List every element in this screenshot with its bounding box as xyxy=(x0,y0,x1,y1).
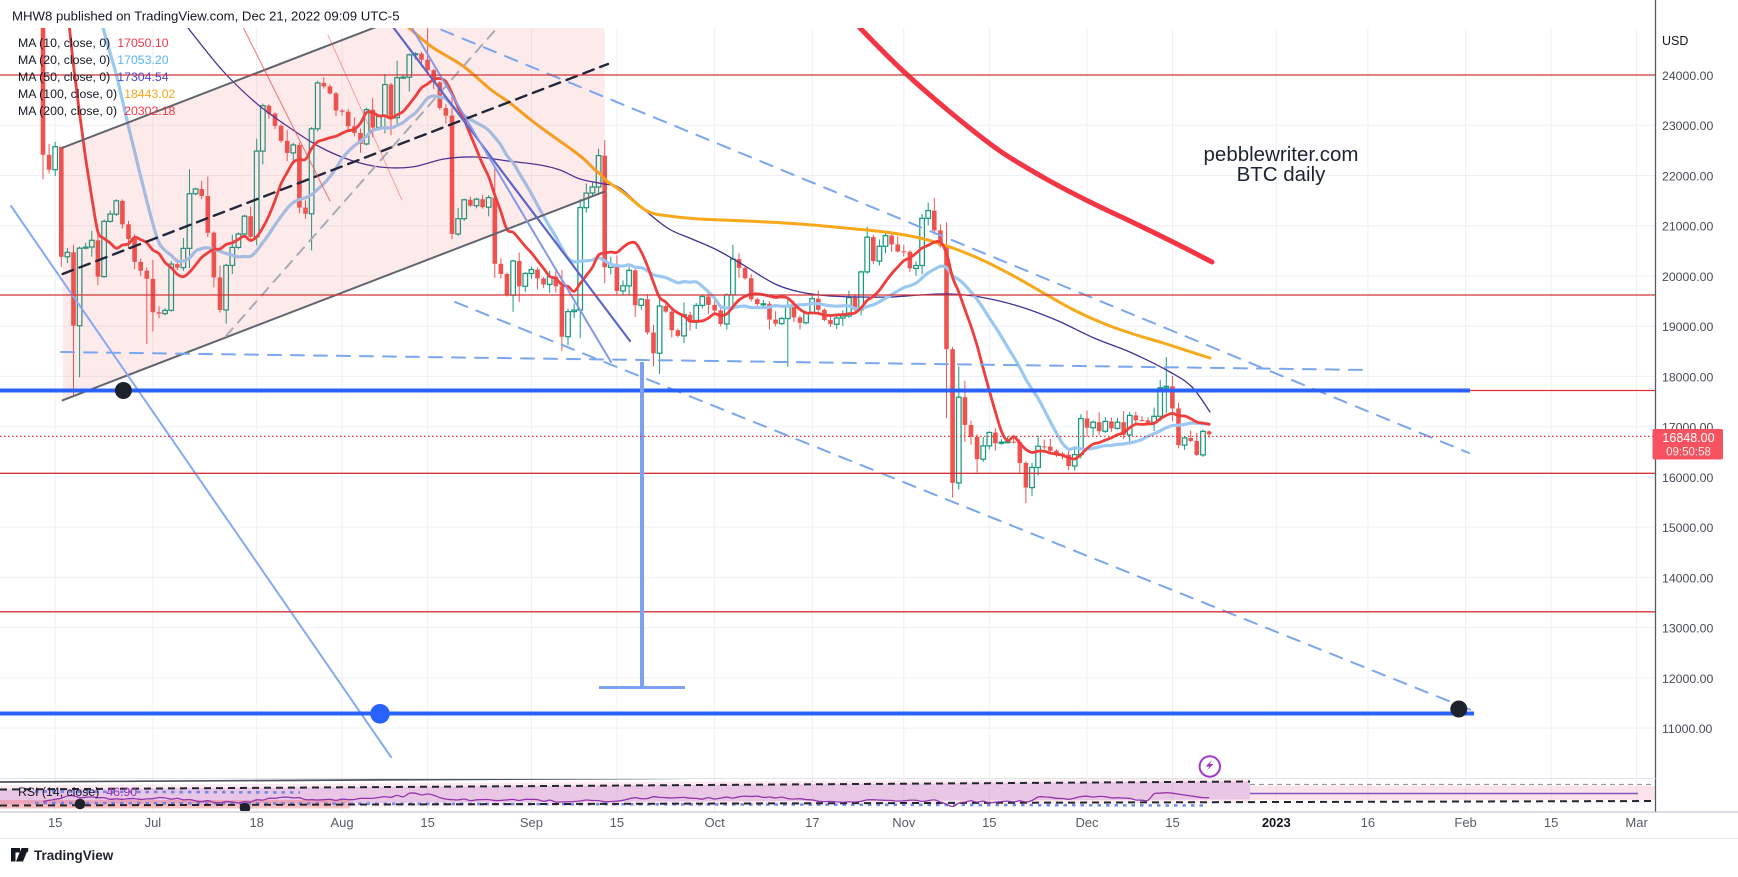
svg-text:Feb: Feb xyxy=(1454,815,1476,830)
svg-text:TradingView: TradingView xyxy=(34,848,114,863)
svg-text:15: 15 xyxy=(48,815,62,830)
svg-text:MA (100, close, 0)18443.02: MA (100, close, 0)18443.02 xyxy=(18,87,176,101)
svg-text:Nov: Nov xyxy=(892,815,916,830)
svg-text:MA (200, close, 0)20302.18: MA (200, close, 0)20302.18 xyxy=(18,104,176,118)
svg-text:21000.00: 21000.00 xyxy=(1662,220,1713,234)
svg-text:2023: 2023 xyxy=(1262,815,1291,830)
svg-text:18: 18 xyxy=(249,815,263,830)
svg-text:Mar: Mar xyxy=(1625,815,1648,830)
svg-text:16: 16 xyxy=(1361,815,1375,830)
svg-text:Sep: Sep xyxy=(520,815,543,830)
svg-text:MA (20, close, 0)17053.20: MA (20, close, 0)17053.20 xyxy=(18,53,169,67)
svg-text:RSI (14, close)46.90: RSI (14, close)46.90 xyxy=(18,785,137,799)
svg-text:12000.00: 12000.00 xyxy=(1662,672,1713,686)
svg-text:20000.00: 20000.00 xyxy=(1662,270,1713,284)
svg-text:15: 15 xyxy=(610,815,624,830)
svg-text:18000.00: 18000.00 xyxy=(1662,370,1713,384)
svg-text:Dec: Dec xyxy=(1075,815,1099,830)
svg-text:MHW8 published on TradingView.: MHW8 published on TradingView.com, Dec 2… xyxy=(12,9,400,24)
svg-text:16000.00: 16000.00 xyxy=(1662,471,1713,485)
svg-text:15000.00: 15000.00 xyxy=(1662,521,1713,535)
svg-text:15: 15 xyxy=(982,815,996,830)
svg-text:BTC daily: BTC daily xyxy=(1237,163,1327,186)
svg-text:Jul: Jul xyxy=(145,815,162,830)
svg-text:24000.00: 24000.00 xyxy=(1662,69,1713,83)
svg-text:13000.00: 13000.00 xyxy=(1662,622,1713,636)
svg-text:Aug: Aug xyxy=(331,815,354,830)
svg-text:15: 15 xyxy=(420,815,434,830)
svg-text:15: 15 xyxy=(1165,815,1179,830)
svg-text:MA (50, close, 0)17304.54: MA (50, close, 0)17304.54 xyxy=(18,70,169,84)
svg-text:22000.00: 22000.00 xyxy=(1662,170,1713,184)
svg-text:14000.00: 14000.00 xyxy=(1662,571,1713,585)
svg-text:09:50:58: 09:50:58 xyxy=(1666,447,1711,459)
svg-text:11000.00: 11000.00 xyxy=(1662,722,1713,736)
svg-text:MA (10, close, 0)17050.10: MA (10, close, 0)17050.10 xyxy=(18,36,169,50)
svg-text:16848.00: 16848.00 xyxy=(1662,431,1714,445)
svg-text:USD: USD xyxy=(1662,34,1688,48)
svg-text:17: 17 xyxy=(805,815,819,830)
svg-text:19000.00: 19000.00 xyxy=(1662,320,1713,334)
svg-text:15: 15 xyxy=(1544,815,1558,830)
svg-text:23000.00: 23000.00 xyxy=(1662,119,1713,133)
svg-text:Oct: Oct xyxy=(704,815,725,830)
